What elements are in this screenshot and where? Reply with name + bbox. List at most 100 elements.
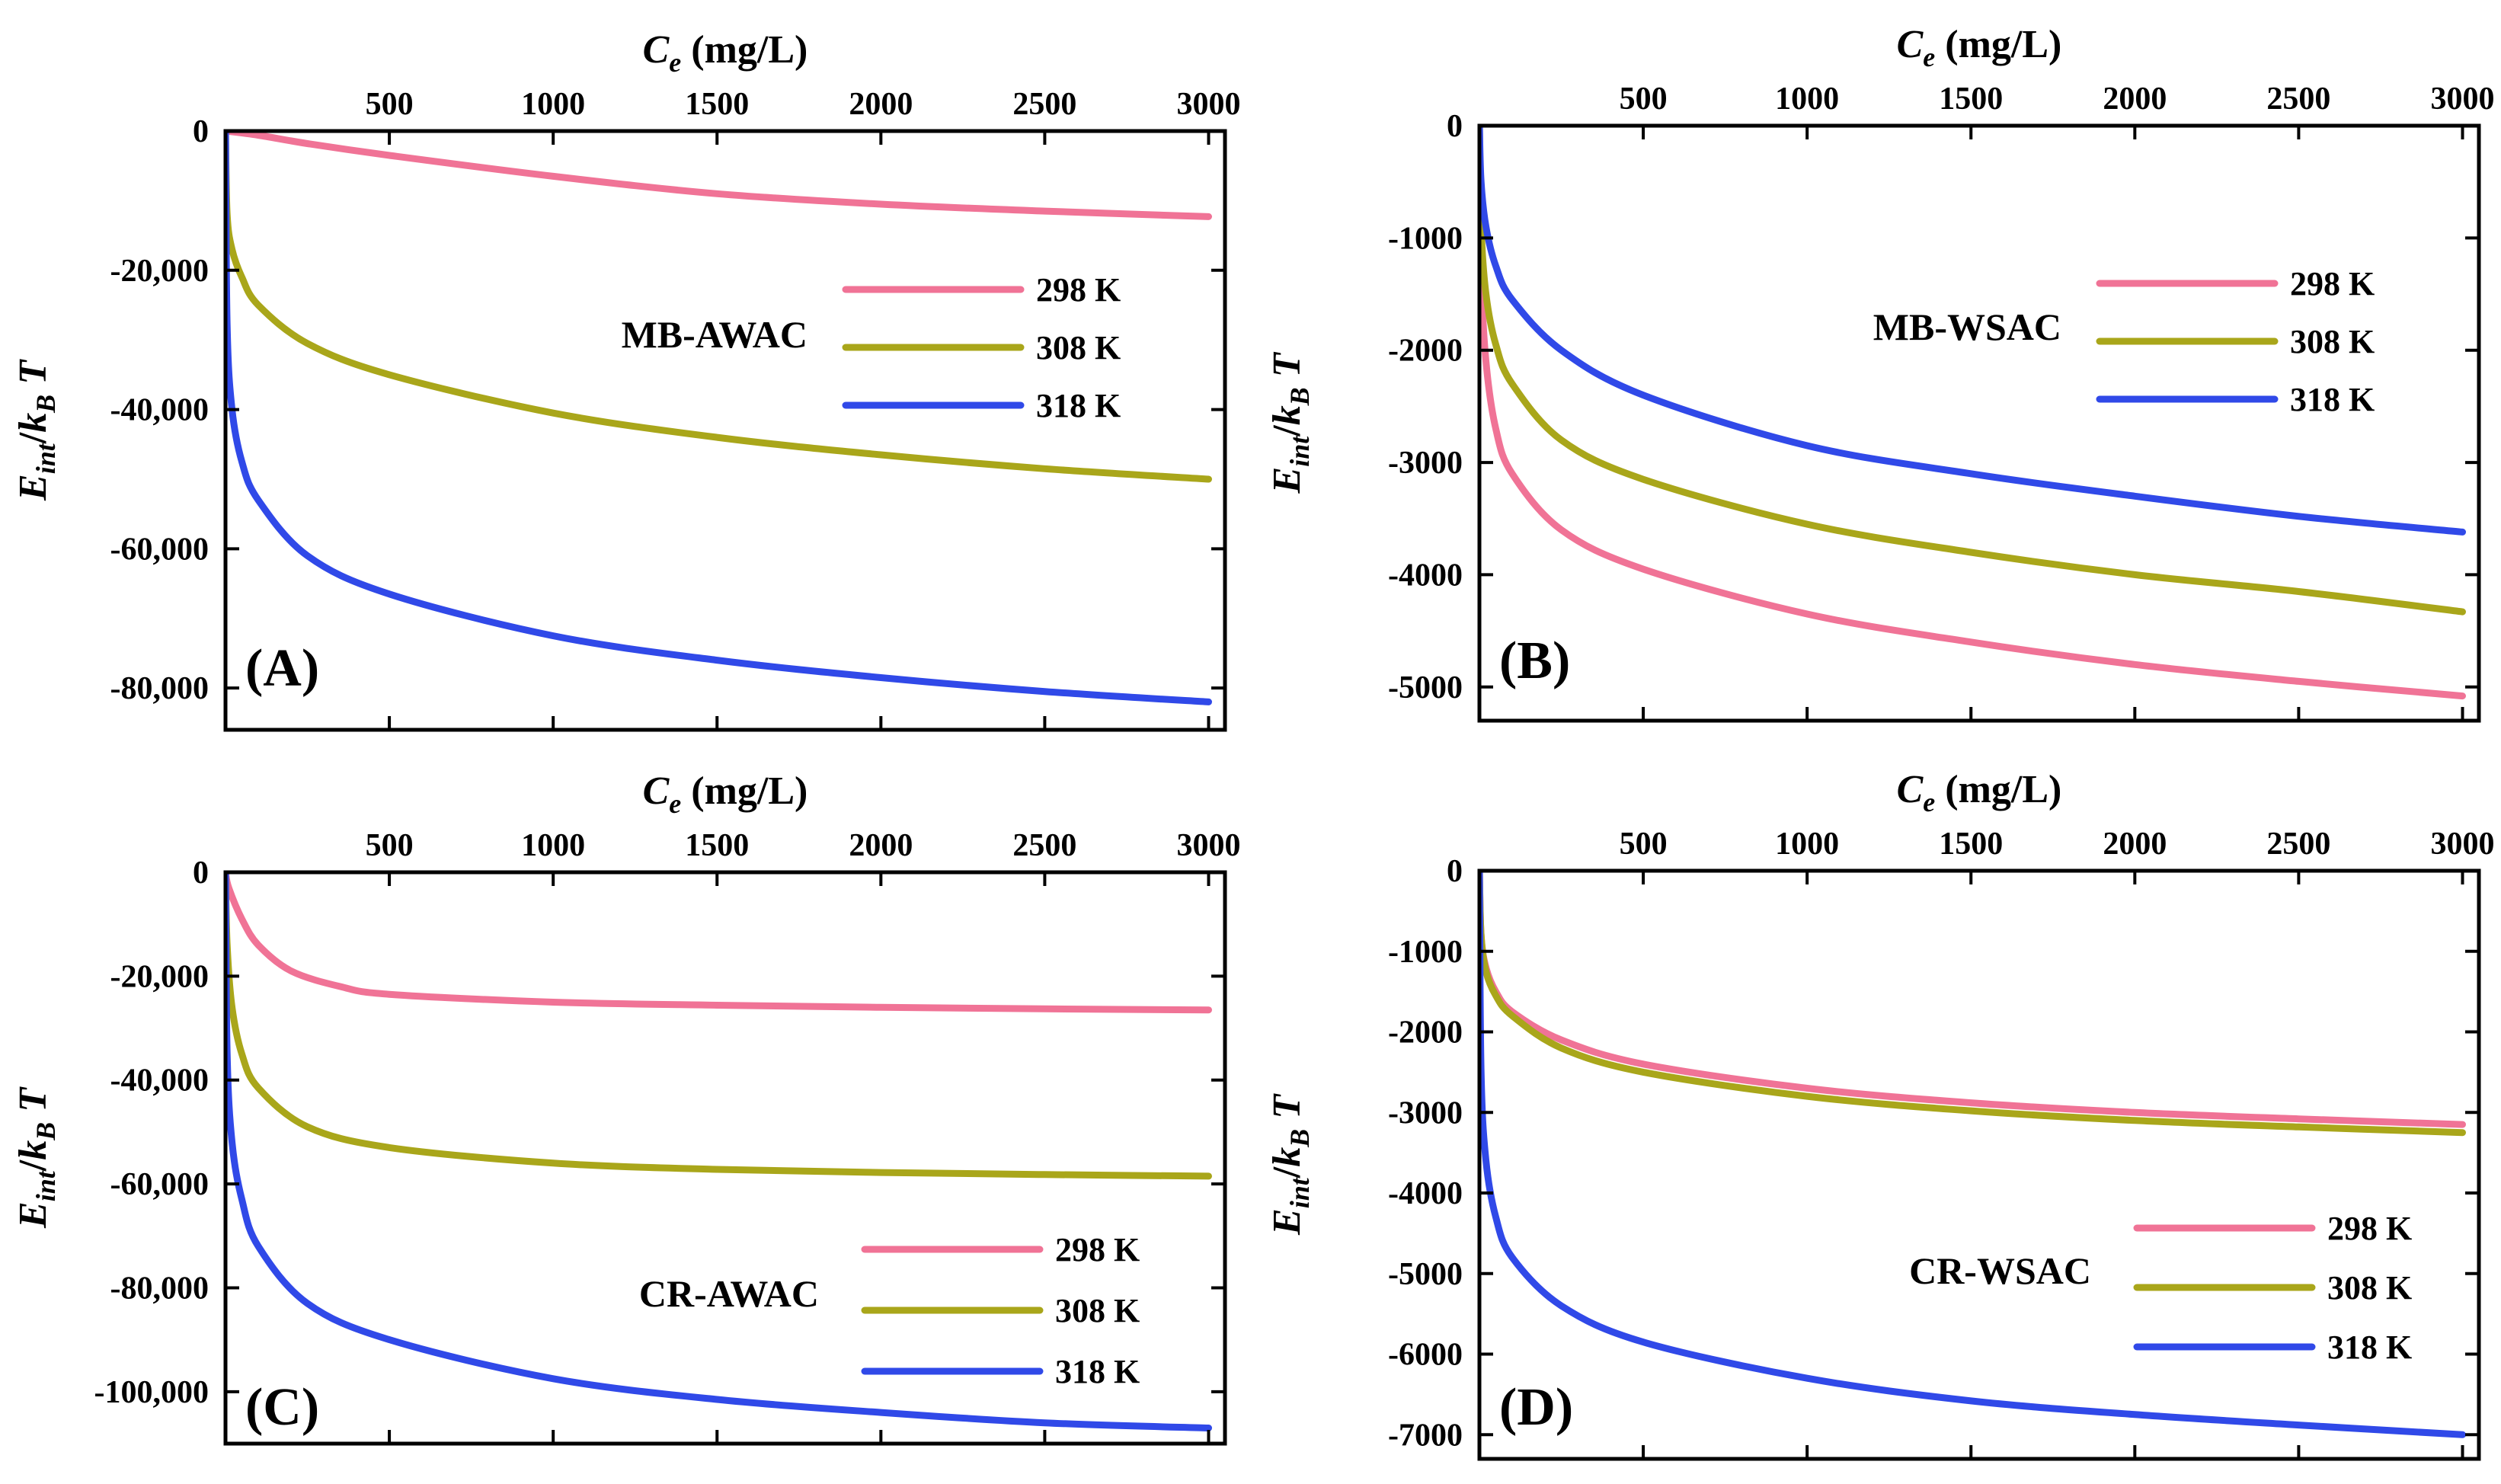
x-axis-label-symbol: C (643, 28, 670, 72)
plot-frame (223, 129, 1227, 732)
x-axis-label-unit: (mg/L) (681, 28, 808, 72)
x-axis-label-symbol: C (643, 769, 670, 813)
x-axis-label-symbol: C (1897, 768, 1924, 811)
x-axis-label-subscript: e (669, 47, 681, 78)
legend: 298 K 308 K 318 K (842, 271, 1121, 424)
x-tick-label: 2000 (2103, 82, 2167, 117)
y-tick-label: -40,000 (110, 393, 209, 428)
x-tick-label: 3000 (1176, 828, 1240, 863)
y-tick-label: -2000 (1388, 334, 1463, 369)
series-line-318k (1479, 126, 2466, 536)
plot-frame (1477, 868, 2481, 1461)
series-line-298k (225, 131, 1212, 220)
x-tick-label: 2000 (849, 828, 913, 863)
y-tick-label: 0 (1447, 854, 1463, 889)
y-axis-label-slash: / (11, 432, 55, 444)
y-tick-label: -5000 (1388, 1257, 1463, 1292)
chart-panel-d: 500 1000 1500 2000 2500 3000 0 -1000 -2000 -3000 -… (1265, 768, 2494, 1461)
y-axis-label-k-subscript: B (1284, 1129, 1315, 1148)
legend-label: 298 K (1036, 271, 1121, 309)
x-tick-label: 3000 (2430, 82, 2494, 117)
y-tick-label: 0 (193, 114, 209, 149)
y-tick-label: -40,000 (110, 1063, 209, 1099)
panel-tag: (B) (1499, 632, 1570, 690)
series-group (225, 872, 1212, 1431)
x-axis-label-subscript: e (1923, 787, 1935, 817)
y-axis-label-k: k (1265, 1147, 1309, 1167)
x-tick-label: 1500 (685, 87, 749, 122)
y-axis-label-T: T (11, 359, 55, 395)
sample-name: CR-WSAC (1909, 1249, 2091, 1292)
y-tick-label: -2000 (1388, 1015, 1463, 1051)
x-axis-label: Ce (mg/L) (643, 28, 808, 78)
y-axis-label-k: k (1265, 405, 1309, 425)
x-tick-label: 500 (1620, 82, 1668, 117)
x-tick-label: 500 (1620, 827, 1668, 862)
x-axis-label: Ce (mg/L) (1897, 23, 2062, 72)
y-axis-label-group: Eint/kB T (11, 1086, 61, 1229)
x-tick-label: 500 (366, 828, 414, 863)
chart-panel-b: 500 1000 1500 2000 2500 3000 0 -1000 -2000 -3000 -… (1265, 23, 2494, 723)
x-tick-label: 3000 (1176, 87, 1240, 122)
y-tick-label: -80,000 (110, 1271, 209, 1306)
legend-label: 318 K (2290, 381, 2375, 418)
x-axis-label-unit: (mg/L) (681, 769, 808, 813)
y-tick-label: -3000 (1388, 446, 1463, 481)
series-group (1479, 126, 2466, 700)
legend-label: 298 K (2290, 265, 2375, 302)
y-tick-label: -60,000 (110, 1167, 209, 1202)
legend-label: 318 K (1055, 1353, 1140, 1390)
series-line-308k (1479, 871, 2466, 1137)
x-tick-label: 2500 (2266, 82, 2330, 117)
x-axis-label-subscript: e (669, 788, 681, 819)
y-tick-label: -20,000 (110, 959, 209, 994)
series-line-318k (225, 131, 1212, 705)
y-axis-label-T: T (1265, 351, 1309, 387)
series-line-298k (225, 872, 1212, 1014)
y-tick-label: 0 (193, 856, 209, 891)
x-axis-label-subscript: e (1923, 42, 1935, 72)
x-tick-label: 3000 (2430, 827, 2494, 862)
y-axis-label: Eint/kB T (11, 359, 61, 501)
panel-tag: (A) (245, 639, 319, 698)
x-tick-label: 1000 (521, 828, 585, 863)
x-tick-label: 1000 (1775, 827, 1839, 862)
legend: 298 K 308 K 318 K (2096, 265, 2375, 418)
y-axis-label-k: k (11, 1140, 55, 1160)
legend-label: 298 K (2327, 1210, 2412, 1247)
legend-label: 308 K (1055, 1292, 1140, 1329)
y-axis-label-slash: / (1265, 1166, 1309, 1179)
y-tick-label: -80,000 (110, 671, 209, 706)
legend-label: 298 K (1055, 1231, 1140, 1268)
legend-label: 308 K (2290, 323, 2375, 360)
y-axis-label-T: T (11, 1086, 55, 1122)
y-axis-label-subscript: int (30, 443, 61, 474)
series-line-318k (1479, 871, 2466, 1438)
x-tick-label: 1500 (1939, 827, 2003, 862)
y-tick-label: -6000 (1388, 1338, 1463, 1373)
y-tick-label: -4000 (1388, 558, 1463, 593)
legend: 298 K 308 K 318 K (2133, 1210, 2412, 1366)
y-axis-label-subscript: int (1284, 436, 1315, 467)
y-tick-label: 0 (1447, 109, 1463, 144)
legend-label: 308 K (2327, 1269, 2412, 1306)
sample-name: MB-AWAC (622, 313, 808, 356)
y-axis-label-slash: / (11, 1159, 55, 1172)
chart-panel-a: 500 1000 1500 2000 2500 3000 0 -20,000 -40,000 -6… (11, 28, 1240, 732)
y-axis-label-symbol: E (11, 1201, 55, 1229)
y-tick-label: -4000 (1388, 1176, 1463, 1211)
panel-tag: (D) (1499, 1378, 1573, 1437)
y-tick-label: -7000 (1388, 1418, 1463, 1453)
y-axis-label-k-subscript: B (30, 1122, 61, 1141)
sample-name: CR-AWAC (639, 1272, 819, 1315)
x-axis-label-symbol: C (1897, 23, 1924, 66)
x-tick-label: 2500 (2266, 827, 2330, 862)
y-axis-label-k: k (11, 413, 55, 433)
y-axis-label: Eint/kB T (11, 1086, 61, 1229)
x-tick-label: 2000 (849, 87, 913, 122)
y-axis-label-k-subscript: B (30, 395, 61, 414)
y-axis-label-symbol: E (11, 474, 55, 501)
x-axis-label-unit: (mg/L) (1935, 23, 2061, 66)
legend: 298 K 308 K 318 K (861, 1231, 1140, 1390)
